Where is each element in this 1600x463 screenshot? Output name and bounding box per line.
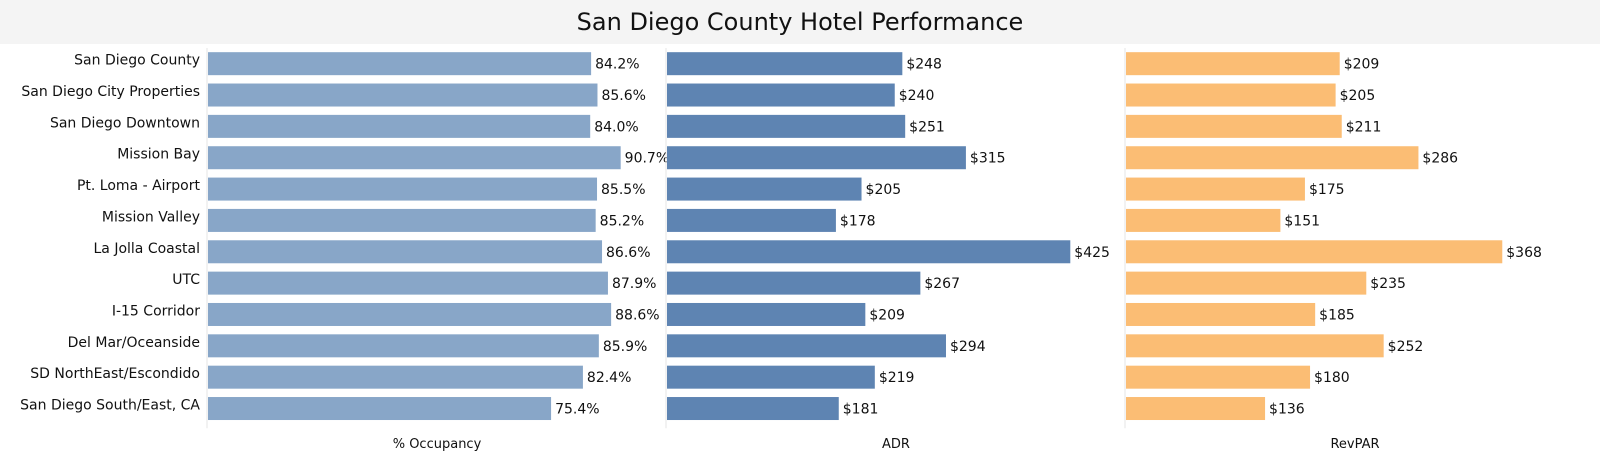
data-label: $205 (866, 182, 902, 198)
bar (208, 208, 596, 232)
data-label: 82.4% (587, 370, 631, 386)
data-label: $235 (1370, 276, 1406, 292)
data-label: 75.4% (555, 402, 599, 418)
category-label: San Diego Downtown (50, 115, 200, 131)
data-label: $368 (1506, 245, 1542, 261)
category-label: La Jolla Coastal (93, 241, 200, 257)
axis-title: ADR (882, 437, 910, 452)
bar (208, 397, 552, 421)
data-label: $181 (843, 402, 879, 418)
category-label: SD NorthEast/Escondido (30, 366, 200, 382)
data-label: $248 (906, 57, 942, 73)
bar (1126, 114, 1342, 138)
bar (667, 240, 1071, 264)
bar (667, 177, 862, 201)
bar (1126, 146, 1419, 170)
data-label: $205 (1340, 88, 1376, 104)
bar (667, 52, 903, 76)
data-label: $180 (1314, 370, 1350, 386)
bar (1126, 52, 1340, 76)
category-label: Pt. Loma - Airport (77, 178, 201, 194)
bar (208, 83, 598, 107)
category-label: San Diego County (74, 53, 200, 69)
data-label: 84.2% (595, 57, 639, 73)
bar (1126, 271, 1367, 295)
bar (667, 114, 906, 138)
data-label: $251 (909, 119, 945, 135)
bar (667, 83, 895, 107)
category-label: San Diego City Properties (21, 84, 200, 100)
data-label: 85.2% (600, 213, 644, 229)
bar (1126, 302, 1316, 326)
category-label: UTC (172, 272, 200, 288)
data-label: $211 (1346, 119, 1382, 135)
category-label: San Diego South/East, CA (20, 398, 200, 414)
bar (1126, 334, 1384, 358)
axis-title: % Occupancy (393, 437, 482, 452)
bar (208, 146, 621, 170)
data-label: $219 (879, 370, 915, 386)
bar (667, 302, 866, 326)
bar (1126, 208, 1281, 232)
data-label: 90.7% (625, 151, 669, 167)
data-label: $136 (1269, 402, 1305, 418)
bar (667, 208, 836, 232)
bar (208, 334, 599, 358)
chart-canvas: San Diego County San Diego City Propertie… (20, 48, 1542, 452)
chart-title: San Diego County Hotel Performance (576, 8, 1024, 36)
data-label: $425 (1074, 245, 1110, 261)
data-label: $286 (1422, 151, 1458, 167)
bar (208, 302, 612, 326)
data-label: 88.6% (615, 307, 659, 323)
category-label: Mission Bay (117, 147, 200, 163)
data-label: $185 (1319, 307, 1355, 323)
data-label: $178 (840, 213, 876, 229)
bar (1126, 365, 1311, 389)
data-label: $294 (950, 339, 986, 355)
data-label: 85.6% (601, 88, 645, 104)
bar (208, 177, 598, 201)
bar (208, 114, 591, 138)
bar (667, 146, 966, 170)
data-label: 84.0% (594, 119, 638, 135)
bar (667, 271, 921, 295)
data-label: 85.9% (603, 339, 647, 355)
data-label: $267 (924, 276, 960, 292)
bar (1126, 177, 1305, 201)
bar (667, 334, 946, 358)
category-label: Mission Valley (102, 209, 200, 225)
data-label: 87.9% (612, 276, 656, 292)
data-label: $252 (1388, 339, 1424, 355)
data-label: 85.5% (601, 182, 645, 198)
bar (1126, 397, 1266, 421)
data-label: $209 (1344, 57, 1380, 73)
chart-title-bar: San Diego County Hotel Performance (0, 0, 1600, 44)
axis-title: RevPAR (1330, 437, 1379, 452)
data-label: $175 (1309, 182, 1345, 198)
data-label: $151 (1284, 213, 1320, 229)
category-label: I-15 Corridor (112, 303, 200, 319)
data-label: $240 (899, 88, 935, 104)
bar (208, 240, 603, 264)
bar (208, 365, 583, 389)
bar (667, 397, 839, 421)
data-label: 86.6% (606, 245, 650, 261)
bar (208, 271, 608, 295)
data-label: $209 (869, 307, 905, 323)
category-label: Del Mar/Oceanside (68, 335, 200, 351)
bar (667, 365, 875, 389)
bar (1126, 240, 1503, 264)
bar (208, 52, 592, 76)
data-label: $315 (970, 151, 1006, 167)
bar (1126, 83, 1336, 107)
